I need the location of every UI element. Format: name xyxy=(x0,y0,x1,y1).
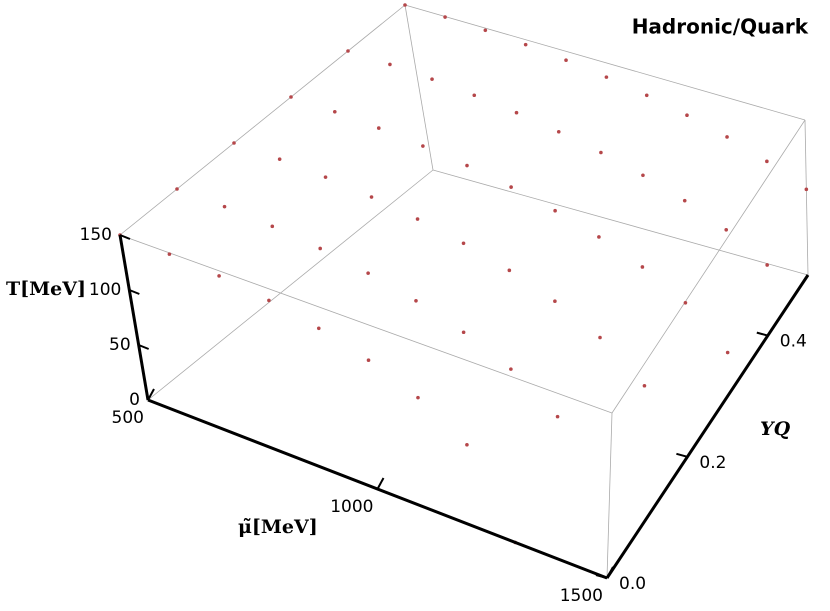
data-point xyxy=(507,268,512,273)
data-point xyxy=(514,110,519,115)
box-edge xyxy=(804,119,809,276)
data-point xyxy=(443,15,447,19)
data-point xyxy=(725,350,730,355)
y-tick xyxy=(756,331,769,337)
data-point xyxy=(553,208,557,213)
z-tick-label: 50 xyxy=(109,335,131,355)
data-point xyxy=(232,141,236,145)
data-point xyxy=(509,367,513,371)
data-point xyxy=(804,187,809,192)
data-point xyxy=(369,195,374,199)
data-point xyxy=(421,144,425,148)
data-point xyxy=(403,3,407,7)
box-edge xyxy=(119,4,406,236)
box-edge xyxy=(606,412,613,579)
y-tick-label: 0.0 xyxy=(619,574,646,594)
data-point xyxy=(765,263,769,267)
x-tick xyxy=(606,566,614,579)
data-point xyxy=(388,62,392,67)
data-point xyxy=(765,159,769,164)
y-tick-label: 0.2 xyxy=(699,453,726,473)
z-tick xyxy=(138,344,150,350)
box-edge xyxy=(404,4,806,121)
box-edge xyxy=(611,119,806,414)
data-point xyxy=(465,163,469,168)
data-point xyxy=(556,129,561,134)
data-point xyxy=(318,246,322,251)
data-point xyxy=(682,198,687,203)
x-tick-label: 500 xyxy=(112,408,144,428)
data-point xyxy=(430,77,434,81)
data-point xyxy=(416,395,420,400)
data-point xyxy=(217,274,221,278)
y-tick-label: 0.4 xyxy=(780,332,807,352)
z-tick-label: 150 xyxy=(80,225,112,245)
data-point xyxy=(316,326,321,331)
data-point xyxy=(724,228,729,232)
z-tick-label: 100 xyxy=(89,280,121,300)
data-point xyxy=(366,271,370,275)
data-point xyxy=(346,49,350,53)
data-point xyxy=(509,185,513,189)
x-tick-label: 1000 xyxy=(330,497,373,517)
data-point xyxy=(366,358,371,362)
data-point xyxy=(267,298,271,303)
data-point xyxy=(415,217,420,221)
z-axis-label: T[MeV] xyxy=(6,278,86,300)
data-point xyxy=(642,383,647,388)
data-point xyxy=(599,150,603,155)
data-point xyxy=(414,298,418,303)
data-point xyxy=(472,93,477,98)
box-edge xyxy=(432,169,809,276)
data-point xyxy=(598,335,602,340)
axis-line xyxy=(605,274,810,579)
y-axis-label: YQ xyxy=(760,418,791,440)
data-point xyxy=(461,241,466,246)
z-tick-label: 0 xyxy=(129,390,140,410)
data-point xyxy=(277,157,282,161)
data-point xyxy=(483,28,488,33)
data-point xyxy=(461,330,466,335)
data-point xyxy=(604,75,609,79)
box-edge xyxy=(404,4,434,171)
data-point xyxy=(553,299,557,304)
data-point xyxy=(564,58,568,63)
data-point xyxy=(640,265,645,269)
y-tick xyxy=(595,574,608,579)
data-point xyxy=(376,126,381,130)
data-point xyxy=(465,442,469,447)
data-point xyxy=(644,93,649,98)
data-point xyxy=(222,204,227,209)
data-point xyxy=(167,252,172,256)
chart-title: Hadronic/Quark xyxy=(632,15,809,39)
data-point xyxy=(597,235,601,239)
data-point xyxy=(683,300,688,305)
box-edge xyxy=(147,169,434,401)
data-point xyxy=(270,224,275,229)
x-tick xyxy=(376,477,385,490)
data-point xyxy=(641,173,645,178)
data-point xyxy=(555,414,560,419)
box-edge xyxy=(119,234,613,414)
data-point xyxy=(685,113,689,118)
data-point xyxy=(523,42,528,47)
data-point xyxy=(289,95,293,99)
y-tick xyxy=(676,452,688,458)
data-point xyxy=(332,109,337,114)
axis-line xyxy=(118,234,150,401)
data-point xyxy=(175,187,179,191)
data-point xyxy=(725,135,729,139)
z-tick xyxy=(119,234,131,240)
x-tick xyxy=(147,388,155,401)
x-tick-label: 1500 xyxy=(560,586,603,606)
z-tick xyxy=(128,289,140,295)
z-tick xyxy=(147,399,159,405)
x-axis-label: μ̃[MeV] xyxy=(238,516,318,538)
data-point xyxy=(323,175,328,179)
